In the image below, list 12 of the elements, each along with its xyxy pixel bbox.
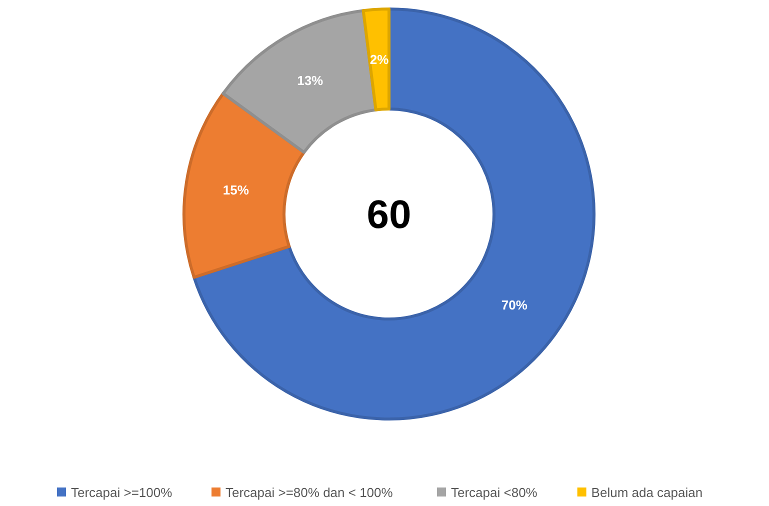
data-label: 13% (297, 73, 324, 88)
legend-label: Tercapai <80% (451, 484, 538, 500)
text: 60 (366, 193, 412, 237)
legend-label: Tercapai >=80% dan < 100% (226, 484, 394, 500)
donut-slice (182, 92, 306, 279)
data-label: 2% (370, 52, 390, 67)
donut-slice (192, 8, 596, 420)
donut-slice (362, 8, 390, 112)
data-label: 70% (501, 298, 528, 313)
data-label: 15% (222, 182, 250, 198)
legend-label: Tercapai >=100% (71, 484, 173, 500)
legend-label: Belum ada capaian (591, 484, 703, 500)
